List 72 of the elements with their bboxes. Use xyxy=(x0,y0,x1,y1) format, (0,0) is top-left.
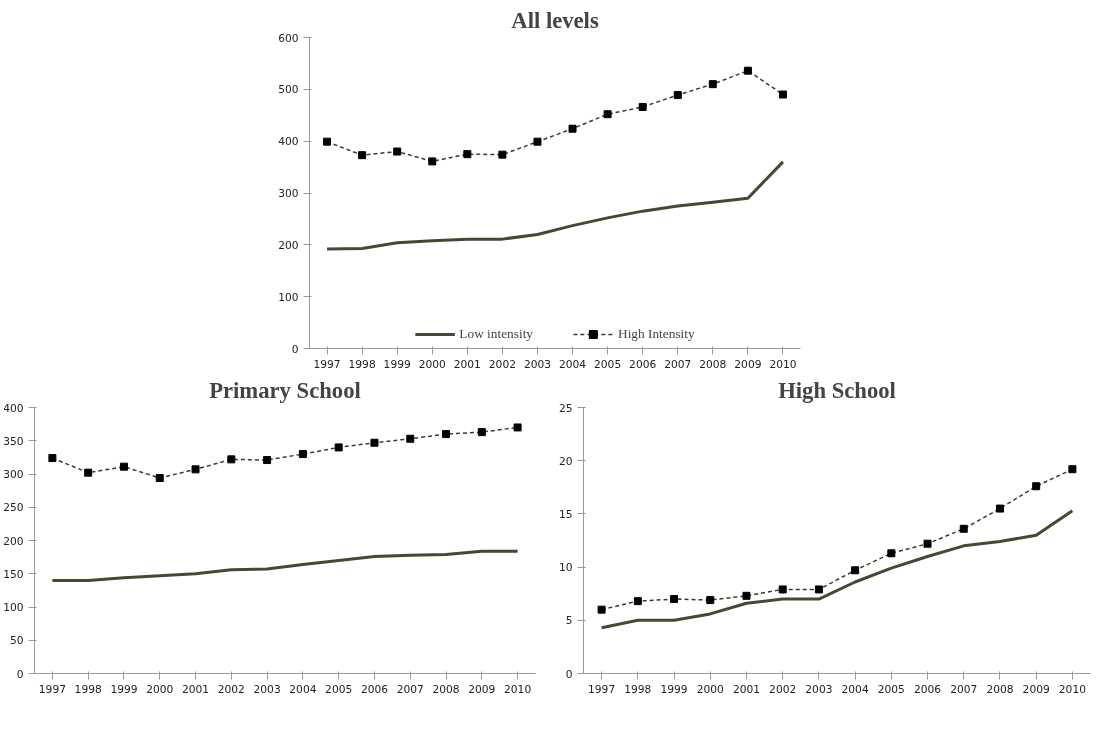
x-tick-label: 1998 xyxy=(624,682,652,696)
x-tick-label: 1997 xyxy=(38,682,66,696)
y-tick-label: 500 xyxy=(278,83,299,97)
y-tick-label: 50 xyxy=(9,634,24,648)
x-tick-label: 2007 xyxy=(664,357,692,371)
x-tick-label: 2009 xyxy=(1022,682,1050,696)
x-tick-label: 2000 xyxy=(418,357,447,371)
x-tick-label: 1997 xyxy=(588,682,616,696)
y-tick-label: 400 xyxy=(278,135,299,149)
x-tick-label: 2004 xyxy=(841,682,869,696)
x-tick-label: 2001 xyxy=(453,357,481,371)
x-tick-label: 2003 xyxy=(523,357,552,371)
x-tick-label: 2001 xyxy=(181,682,210,696)
x-tick-label: 2007 xyxy=(950,682,978,696)
x-tick-label: 2000 xyxy=(696,682,725,696)
y-tick-label: 0 xyxy=(16,667,24,681)
x-tick-label: 1999 xyxy=(660,682,688,696)
x-tick-label: 2003 xyxy=(805,682,833,696)
x-tick-label: 2005 xyxy=(325,682,353,696)
x-tick-label: 2004 xyxy=(558,357,587,371)
y-tick-label: 15 xyxy=(558,507,573,521)
line-series xyxy=(325,160,785,251)
x-tick-label: 2009 xyxy=(468,682,496,696)
x-tick-label: 1999 xyxy=(383,357,411,371)
legend-label: High Intensity xyxy=(618,326,695,342)
y-tick-label: 5 xyxy=(565,614,573,628)
chart-title: Primary School xyxy=(209,377,361,403)
x-tick-label: 2002 xyxy=(769,682,797,696)
x-tick-label: 2008 xyxy=(986,682,1014,696)
y-tick-label: 200 xyxy=(278,238,299,252)
y-tick-label: 0 xyxy=(291,342,299,356)
x-tick-label: 2002 xyxy=(488,357,516,371)
x-tick-label: 1998 xyxy=(74,682,102,696)
y-tick-label: 350 xyxy=(3,434,24,448)
line-series xyxy=(600,509,1074,630)
legend-label: Low intensity xyxy=(459,326,534,342)
y-tick-label: 10 xyxy=(558,561,573,575)
y-tick-label: 250 xyxy=(3,501,24,515)
chart-title: All levels xyxy=(511,7,599,33)
x-tick-label: 2001 xyxy=(732,682,761,696)
x-tick-label: 2010 xyxy=(769,357,797,371)
x-tick-label: 2006 xyxy=(360,682,389,696)
x-tick-label: 2010 xyxy=(504,682,532,696)
x-tick-label: 2008 xyxy=(432,682,460,696)
line-series xyxy=(50,549,520,582)
y-tick-label: 20 xyxy=(558,454,573,468)
y-tick-label: 0 xyxy=(565,667,573,681)
y-tick-label: 200 xyxy=(3,534,24,548)
x-tick-label: 2006 xyxy=(913,682,942,696)
y-tick-label: 100 xyxy=(3,601,24,614)
x-tick-label: 1999 xyxy=(110,682,138,696)
x-tick-label: 2007 xyxy=(396,682,424,696)
x-tick-label: 2005 xyxy=(877,682,905,696)
x-tick-label: 2008 xyxy=(699,357,727,371)
x-tick-label: 1997 xyxy=(313,357,341,371)
x-tick-label: 2005 xyxy=(594,357,622,371)
y-tick-label: 150 xyxy=(3,567,24,581)
x-tick-label: 2000 xyxy=(146,682,174,696)
x-tick-label: 2004 xyxy=(289,682,317,696)
x-tick-label: 2003 xyxy=(253,682,281,696)
x-tick-label: 1998 xyxy=(348,357,376,371)
y-tick-label: 100 xyxy=(278,290,299,304)
x-tick-label: 2009 xyxy=(734,357,762,371)
chart-title: High School xyxy=(778,377,896,403)
y-tick-label: 300 xyxy=(278,187,299,200)
y-tick-label: 400 xyxy=(3,401,24,415)
y-tick-label: 600 xyxy=(278,31,299,45)
x-tick-label: 2002 xyxy=(217,682,245,696)
x-tick-label: 2006 xyxy=(629,357,657,371)
x-tick-label: 2010 xyxy=(1058,682,1087,696)
y-tick-label: 300 xyxy=(3,468,24,481)
y-tick-label: 25 xyxy=(558,401,573,415)
